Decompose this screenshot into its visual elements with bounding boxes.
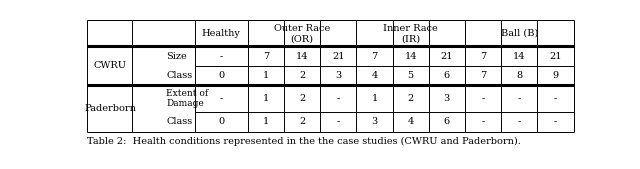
Text: -: - bbox=[481, 117, 484, 126]
Text: 2: 2 bbox=[299, 71, 305, 80]
Text: 3: 3 bbox=[444, 94, 450, 103]
Text: CWRU: CWRU bbox=[93, 61, 127, 70]
Text: 14: 14 bbox=[513, 52, 525, 61]
Text: 1: 1 bbox=[263, 117, 269, 126]
Text: Inner Race
(IR): Inner Race (IR) bbox=[383, 24, 438, 43]
Text: 1: 1 bbox=[263, 94, 269, 103]
Text: -: - bbox=[337, 117, 340, 126]
Text: Class: Class bbox=[166, 71, 192, 80]
Text: -: - bbox=[481, 94, 484, 103]
Text: -: - bbox=[337, 94, 340, 103]
Text: 6: 6 bbox=[444, 117, 450, 126]
Text: 0: 0 bbox=[218, 71, 225, 80]
Text: 14: 14 bbox=[404, 52, 417, 61]
Text: 4: 4 bbox=[408, 117, 414, 126]
Text: 7: 7 bbox=[480, 71, 486, 80]
Text: -: - bbox=[220, 94, 223, 103]
Text: -: - bbox=[518, 94, 521, 103]
Text: 3: 3 bbox=[335, 71, 341, 80]
Text: 0: 0 bbox=[218, 117, 225, 126]
Text: 7: 7 bbox=[371, 52, 378, 61]
Text: Class: Class bbox=[166, 117, 192, 126]
Text: Table 2:  Health conditions represented in the the case studies (CWRU and Paderb: Table 2: Health conditions represented i… bbox=[88, 137, 522, 147]
Text: 7: 7 bbox=[480, 52, 486, 61]
Text: 1: 1 bbox=[263, 71, 269, 80]
Text: 3: 3 bbox=[371, 117, 378, 126]
Text: -: - bbox=[554, 94, 557, 103]
Text: 7: 7 bbox=[263, 52, 269, 61]
Text: 4: 4 bbox=[371, 71, 378, 80]
Text: 1: 1 bbox=[371, 94, 378, 103]
Text: -: - bbox=[518, 117, 521, 126]
Text: 6: 6 bbox=[444, 71, 450, 80]
Text: 8: 8 bbox=[516, 71, 522, 80]
Text: 21: 21 bbox=[440, 52, 453, 61]
Text: 2: 2 bbox=[299, 117, 305, 126]
Text: 9: 9 bbox=[552, 71, 559, 80]
Text: 5: 5 bbox=[408, 71, 413, 80]
Text: 2: 2 bbox=[299, 94, 305, 103]
Text: 2: 2 bbox=[408, 94, 414, 103]
Text: 21: 21 bbox=[549, 52, 562, 61]
Text: 21: 21 bbox=[332, 52, 344, 61]
Text: Healthy: Healthy bbox=[202, 29, 241, 38]
Text: -: - bbox=[220, 52, 223, 61]
Text: Extent of
Damage: Extent of Damage bbox=[166, 89, 208, 108]
Text: Ball (B): Ball (B) bbox=[500, 29, 538, 38]
Text: 14: 14 bbox=[296, 52, 308, 61]
Text: -: - bbox=[554, 117, 557, 126]
Text: Outer Race
(OR): Outer Race (OR) bbox=[274, 24, 330, 43]
Text: Size: Size bbox=[166, 52, 187, 61]
Text: Paderborn: Paderborn bbox=[84, 104, 136, 113]
